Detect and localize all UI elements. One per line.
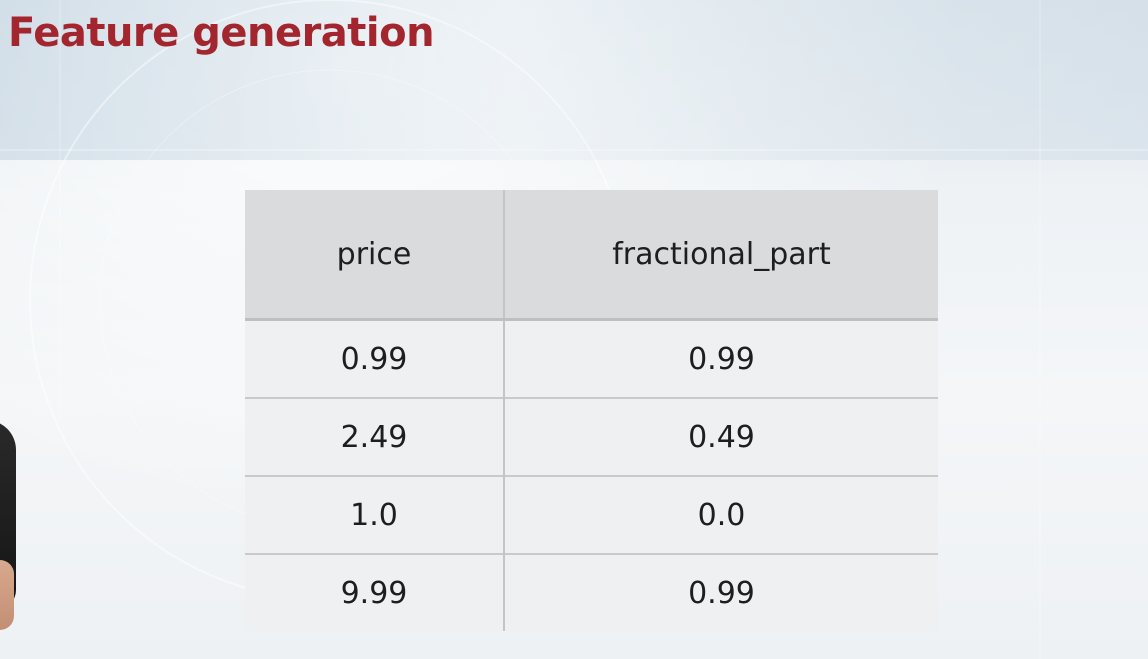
column-header-price: price — [245, 190, 505, 321]
fractional-part-cell: 0.99 — [504, 318, 938, 398]
table-header-row: price fractional_part — [245, 190, 938, 321]
table-row: 0.99 0.99 — [245, 318, 938, 398]
feature-table-container: price fractional_part 0.99 0.99 2.49 0.4… — [245, 190, 938, 631]
fractional-part-cell: 0.99 — [504, 553, 938, 631]
price-cell: 1.0 — [245, 475, 505, 554]
price-cell: 9.99 — [245, 553, 505, 631]
fractional-part-cell: 0.49 — [504, 397, 938, 476]
table-row: 1.0 0.0 — [245, 475, 938, 554]
column-header-fractional-part: fractional_part — [504, 190, 938, 321]
fractional-part-cell: 0.0 — [504, 475, 938, 554]
table-row: 9.99 0.99 — [245, 553, 938, 631]
table-row: 2.49 0.49 — [245, 397, 938, 476]
slide-title: Feature generation — [8, 10, 435, 56]
presenter-hand — [0, 560, 14, 630]
feature-table: price fractional_part 0.99 0.99 2.49 0.4… — [245, 190, 938, 631]
price-cell: 2.49 — [245, 397, 505, 476]
background-band — [0, 0, 1148, 160]
price-cell: 0.99 — [245, 318, 505, 398]
